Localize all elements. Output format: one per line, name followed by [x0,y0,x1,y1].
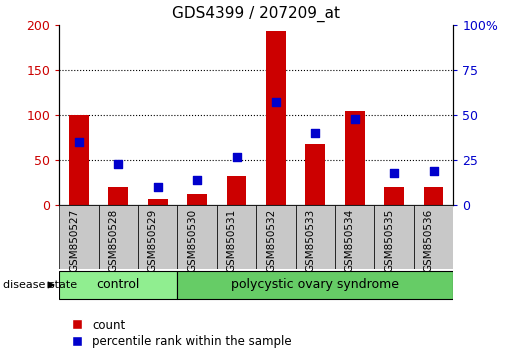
Bar [384,187,404,205]
Point [75,139,83,145]
Bar [69,115,89,205]
Bar [227,176,246,205]
Text: GSM850535: GSM850535 [384,209,394,272]
Bar [138,205,177,269]
Text: polycystic ovary syndrome: polycystic ovary syndrome [231,279,399,291]
Bar [177,271,453,299]
Bar [345,110,365,205]
Text: control: control [97,279,140,291]
Text: GSM850533: GSM850533 [305,209,315,272]
Bar [266,31,286,205]
Text: GSM850534: GSM850534 [345,209,355,272]
Bar [187,194,207,205]
Point [430,168,438,174]
Bar [59,205,99,269]
Text: GSM850536: GSM850536 [423,209,434,272]
Bar [296,205,335,269]
Legend: count, percentile rank within the sample: count, percentile rank within the sample [65,319,292,348]
Bar [374,205,414,269]
Bar [305,144,325,205]
Text: disease state: disease state [3,280,77,290]
Point [390,170,398,176]
Bar [148,199,167,205]
Point [153,184,162,190]
Bar [99,205,138,269]
Text: GSM850529: GSM850529 [148,209,158,272]
Point [272,99,280,105]
Text: GSM850528: GSM850528 [108,209,118,272]
Bar [414,205,453,269]
Title: GDS4399 / 207209_at: GDS4399 / 207209_at [172,6,340,22]
Text: GSM850527: GSM850527 [69,209,79,272]
Bar [335,205,374,269]
Bar [256,205,296,269]
Text: GSM850531: GSM850531 [227,209,236,272]
Point [193,177,201,183]
Bar [109,187,128,205]
Bar [59,271,177,299]
Point [114,161,123,167]
Point [351,116,359,121]
Point [232,154,241,159]
Text: GSM850532: GSM850532 [266,209,276,272]
Bar [217,205,256,269]
Bar [424,187,443,205]
Point [311,130,319,136]
Text: GSM850530: GSM850530 [187,209,197,272]
Bar [177,205,217,269]
